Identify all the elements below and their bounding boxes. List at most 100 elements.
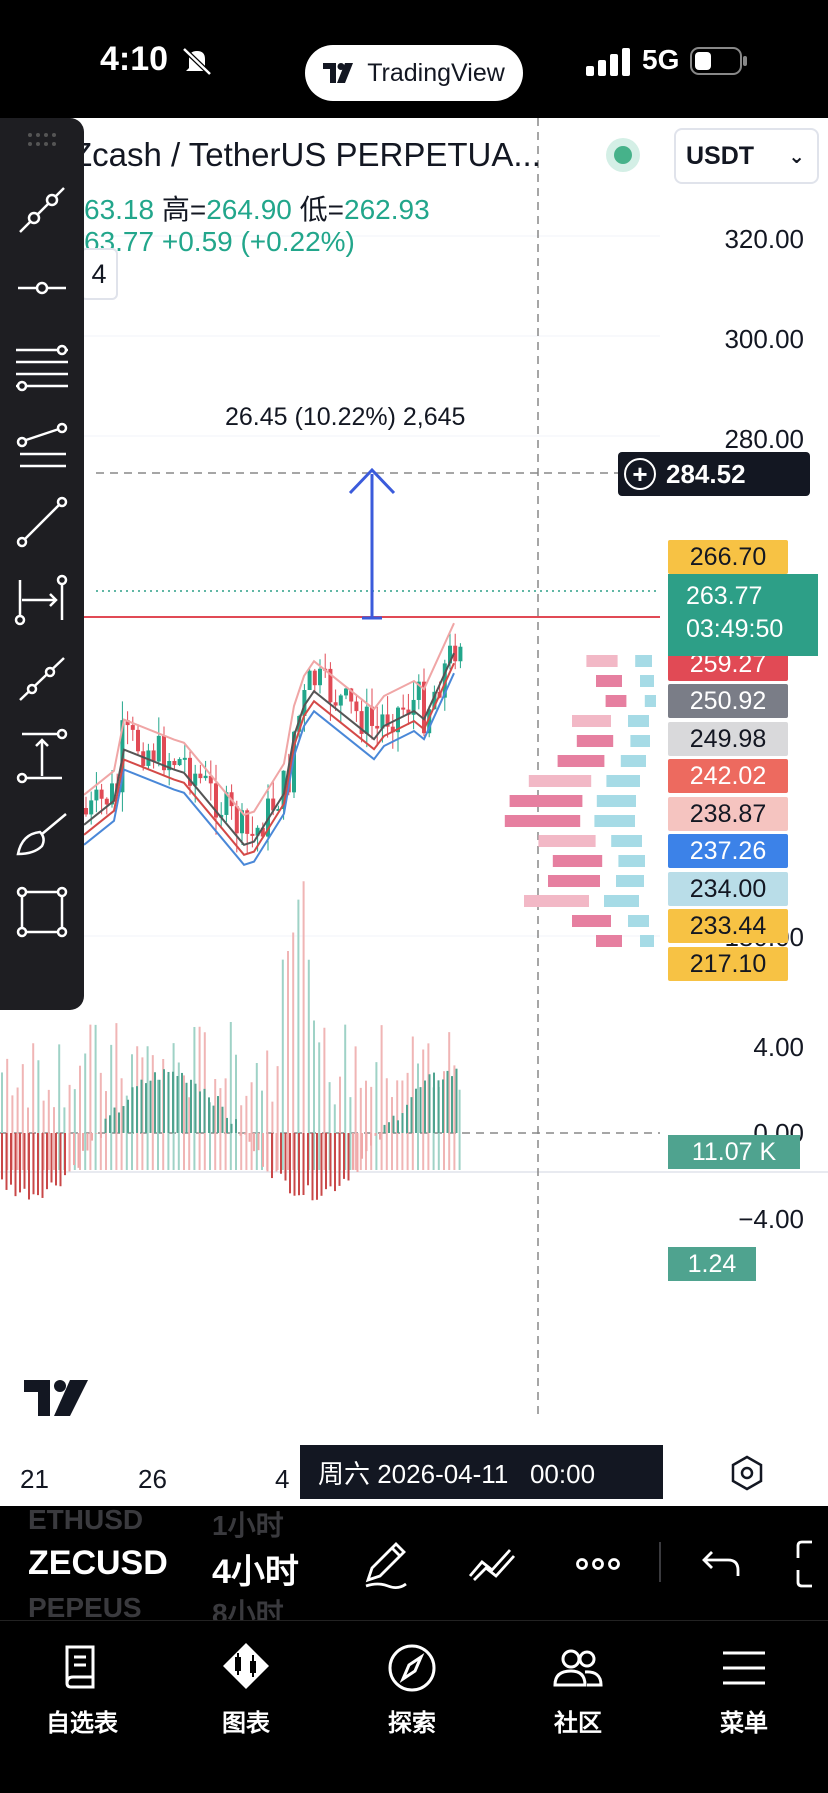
rectangle-tool[interactable] <box>10 880 74 944</box>
candle-body <box>245 810 250 834</box>
candle-body <box>302 690 307 716</box>
last-price: 263.77 <box>686 582 763 610</box>
tab-chart[interactable]: 图表 <box>186 1641 306 1738</box>
oscillator-badge: 1.24 <box>668 1247 756 1281</box>
volume-profile-up-bar <box>628 715 649 727</box>
price-range-tool[interactable] <box>10 724 74 788</box>
candle-body <box>99 789 104 799</box>
compass-icon <box>388 1644 436 1692</box>
time-axis-label: 21 <box>20 1464 49 1494</box>
indicator-price-badge: 266.70 <box>668 540 788 574</box>
candle-body <box>151 750 156 762</box>
volume-profile-down-bar <box>538 835 596 847</box>
trend-line-tool[interactable] <box>10 178 74 242</box>
tab-community[interactable]: 社区 <box>518 1641 638 1738</box>
indicator-price-badge: 237.26 <box>668 834 788 868</box>
volume-profile-up-bar <box>611 835 642 847</box>
time-axis[interactable]: 21 26 4 <box>0 1464 828 1506</box>
line-tool[interactable] <box>10 490 74 554</box>
volume-profile-down-bar <box>586 655 618 667</box>
volume-profile-up-bar <box>640 935 654 947</box>
price-axis-label: 320.00 <box>724 224 804 254</box>
price-chart[interactable] <box>0 118 828 1506</box>
candle-body <box>401 707 406 710</box>
crosshair-price-badge[interactable]: + 284.52 <box>618 452 810 496</box>
chart-settings-icon[interactable] <box>728 1454 766 1492</box>
symbol-title[interactable]: Zcash / TetherUS PERPETUA... <box>72 136 541 173</box>
add-alert-plus-icon[interactable]: + <box>624 458 656 490</box>
ghost-interval-above: 1小时 <box>212 1510 284 1541</box>
candle-body <box>411 699 416 715</box>
candle-body <box>84 808 88 815</box>
volume-profile-down-bar <box>596 675 622 687</box>
open-value: 63.18 <box>84 194 155 225</box>
candle-body <box>89 800 94 815</box>
fib-retracement-tool[interactable] <box>10 412 74 476</box>
oscillator-axis-label: −4.00 <box>738 1204 804 1234</box>
ghost-symbol-above: ETHUSD <box>28 1506 144 1535</box>
tab-label: 社区 <box>554 1710 602 1737</box>
symbol-picker[interactable]: ZECUSD <box>28 1544 168 1582</box>
candle-body <box>110 783 114 805</box>
last-price-badge: 263.77 03:49:50 <box>668 574 818 656</box>
date-range-tool[interactable] <box>10 568 74 632</box>
volume-profile-up-bar <box>594 815 635 827</box>
pill-label: TradingView <box>367 58 505 87</box>
volume-profile-up-bar <box>640 675 654 687</box>
candle-body <box>125 720 130 726</box>
candle-body <box>250 833 255 836</box>
ray-tool[interactable] <box>10 646 74 710</box>
candle-body <box>146 750 151 766</box>
volume-profile-up-bar <box>628 915 649 927</box>
chart-area[interactable]: Zcash / TetherUS PERPETUA... USDT ⌄ 63.1… <box>0 118 828 1506</box>
indicators-icon[interactable] <box>464 1536 520 1592</box>
volume-profile-down-bar <box>572 915 611 927</box>
tab-explore[interactable]: 探索 <box>352 1641 472 1738</box>
tradingview-pill[interactable]: TradingView <box>305 45 523 101</box>
indicator-price-badge: 234.00 <box>668 872 788 906</box>
undo-icon[interactable] <box>694 1536 750 1592</box>
candle-body <box>198 773 203 779</box>
ray-icon <box>19 657 65 701</box>
change-value: +0.59 (+0.22%) <box>161 226 355 257</box>
tab-watchlist[interactable]: 自选表 <box>22 1641 142 1738</box>
drag-grip-icon[interactable] <box>27 132 57 148</box>
candle-body <box>167 760 172 771</box>
candle-body <box>104 798 109 805</box>
volume-profile-down-bar <box>528 775 592 787</box>
brush-icon <box>16 813 67 856</box>
crosshair-price: 284.52 <box>666 458 746 489</box>
parallel-channel-tool[interactable] <box>10 334 74 398</box>
drawing-pen-icon[interactable] <box>358 1536 414 1592</box>
candle-body <box>338 695 343 706</box>
candle-body <box>188 757 192 786</box>
battery-icon <box>690 47 747 75</box>
fullscreen-icon[interactable] <box>792 1536 828 1592</box>
interval-picker[interactable]: 4小时 <box>212 1553 299 1591</box>
indicator-price-badge: 249.98 <box>668 722 788 756</box>
candle-body <box>344 688 348 696</box>
toolbar-divider <box>659 1542 661 1582</box>
volume-profile-down-bar <box>557 755 605 767</box>
candle-body <box>312 670 317 686</box>
currency-label: USDT <box>686 141 755 170</box>
chart-bottom-toolbar: ETHUSD 1小时 ZECUSD 4小时 PEPEUS 8小时 <box>0 1506 828 1620</box>
more-options-icon[interactable] <box>570 1536 626 1592</box>
brush-tool[interactable] <box>10 802 74 866</box>
line-icon <box>16 496 68 548</box>
volume-profile-down-bar <box>596 935 622 947</box>
candle-body <box>156 735 161 762</box>
volume-profile-up-bar <box>630 735 650 747</box>
drawing-toolbar <box>0 118 84 1010</box>
horizontal-ray-tool[interactable] <box>10 256 74 320</box>
candle-body <box>193 773 198 786</box>
tab-menu[interactable]: 菜单 <box>684 1641 804 1738</box>
volume-profile-down-bar <box>605 695 627 707</box>
candle-body <box>432 691 437 710</box>
candle-body <box>162 735 166 771</box>
currency-selector[interactable]: USDT ⌄ <box>674 128 819 184</box>
volume-profile-up-bar <box>596 795 636 807</box>
interval-badge[interactable]: 4 <box>80 248 118 300</box>
indicator-price-badge: 233.44 <box>668 909 788 943</box>
moving-average-pink <box>83 622 455 816</box>
